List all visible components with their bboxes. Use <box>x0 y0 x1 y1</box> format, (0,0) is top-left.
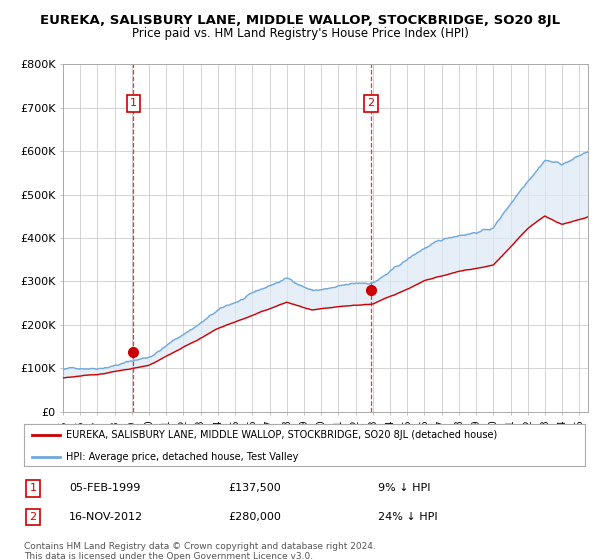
Text: 9% ↓ HPI: 9% ↓ HPI <box>378 483 431 493</box>
Text: 2: 2 <box>29 512 37 522</box>
Text: 1: 1 <box>130 99 137 109</box>
Text: £137,500: £137,500 <box>228 483 281 493</box>
Text: 2: 2 <box>367 99 374 109</box>
Text: EUREKA, SALISBURY LANE, MIDDLE WALLOP, STOCKBRIDGE, SO20 8JL: EUREKA, SALISBURY LANE, MIDDLE WALLOP, S… <box>40 14 560 27</box>
Text: Price paid vs. HM Land Registry's House Price Index (HPI): Price paid vs. HM Land Registry's House … <box>131 27 469 40</box>
Text: 16-NOV-2012: 16-NOV-2012 <box>69 512 143 522</box>
Text: HPI: Average price, detached house, Test Valley: HPI: Average price, detached house, Test… <box>66 452 298 461</box>
Text: 24% ↓ HPI: 24% ↓ HPI <box>378 512 437 522</box>
Text: Contains HM Land Registry data © Crown copyright and database right 2024.
This d: Contains HM Land Registry data © Crown c… <box>24 542 376 560</box>
Text: £280,000: £280,000 <box>228 512 281 522</box>
Text: 05-FEB-1999: 05-FEB-1999 <box>69 483 140 493</box>
Text: EUREKA, SALISBURY LANE, MIDDLE WALLOP, STOCKBRIDGE, SO20 8JL (detached house): EUREKA, SALISBURY LANE, MIDDLE WALLOP, S… <box>66 430 497 440</box>
Text: 1: 1 <box>29 483 37 493</box>
